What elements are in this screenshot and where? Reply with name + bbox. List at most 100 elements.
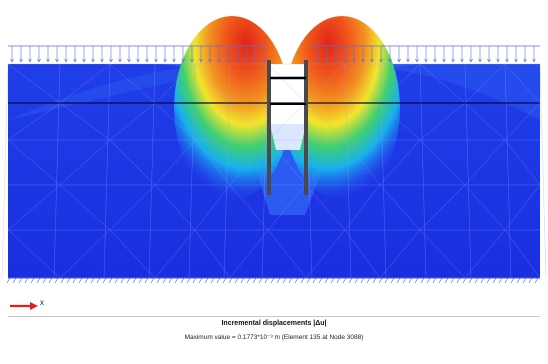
mesh-line xyxy=(344,139,381,186)
fixity-tick xyxy=(6,277,11,284)
load-arrow-head xyxy=(200,58,203,63)
fixity-tick xyxy=(12,277,17,284)
fixity-tick xyxy=(216,277,221,284)
load-arrow-head xyxy=(488,58,491,63)
fixity-tick xyxy=(66,277,71,284)
left-plume xyxy=(174,16,290,200)
load-arrow-head xyxy=(109,58,112,63)
load-arrow-head xyxy=(20,58,23,63)
load-arrow-head xyxy=(47,58,50,63)
mesh-line xyxy=(379,184,421,231)
x-axis-arrow-icon xyxy=(10,302,38,310)
mesh-line xyxy=(504,63,512,279)
mesh-line xyxy=(464,229,506,279)
fixity-tick xyxy=(174,277,179,284)
load-arrow-head xyxy=(317,58,320,63)
fixity-tick xyxy=(474,277,479,284)
load-arrow-head xyxy=(146,58,149,63)
load-arrow-head xyxy=(136,58,139,63)
legend-max-value: Maximum value = 0,1773*10⁻³ m (Element 1… xyxy=(184,334,364,341)
fixity-tick xyxy=(252,277,257,284)
fixity-tick xyxy=(318,277,323,284)
fixity-tick xyxy=(126,277,131,284)
load-arrow-head xyxy=(11,58,14,63)
right-diaphragm-wall xyxy=(304,60,308,195)
load-arrow-head xyxy=(497,58,500,63)
load-arrow-head xyxy=(65,58,68,63)
fixity-tick xyxy=(330,277,335,284)
fixity-tick xyxy=(150,277,155,284)
load-arrow-head xyxy=(164,58,167,63)
load-arrow-head xyxy=(119,58,122,63)
fixity-tick xyxy=(222,277,227,284)
fixity-tick xyxy=(504,277,509,284)
load-arrow-head xyxy=(28,58,31,63)
fixity-tick xyxy=(192,277,197,284)
mesh-line xyxy=(103,63,111,279)
fixity-tick xyxy=(336,277,341,284)
load-arrow-head xyxy=(532,58,535,63)
fixity-tick xyxy=(306,277,311,284)
fixity-tick xyxy=(156,277,161,284)
x-axis-label: x xyxy=(40,298,44,307)
load-arrow-head xyxy=(379,58,382,63)
load-arrow-head xyxy=(172,58,175,63)
load-arrow-head xyxy=(452,58,455,63)
mesh-line xyxy=(504,184,541,231)
mesh-line xyxy=(305,229,346,279)
load-arrow-head xyxy=(244,58,247,63)
mesh-line xyxy=(464,63,472,279)
mesh-line xyxy=(7,229,61,279)
fixity-tick xyxy=(360,277,365,284)
mesh-line xyxy=(344,63,352,279)
mesh-line xyxy=(229,63,269,104)
load-arrow-head xyxy=(443,58,446,63)
mesh-line xyxy=(419,102,466,141)
boundary-fixities xyxy=(6,277,539,284)
fixity-tick xyxy=(282,277,287,284)
mesh-line xyxy=(229,102,269,141)
model-viewport[interactable] xyxy=(0,0,548,296)
mesh-line xyxy=(7,139,61,186)
fixity-tick xyxy=(312,277,317,284)
load-arrow-head xyxy=(416,58,419,63)
load-arrow-head xyxy=(83,58,86,63)
load-arrow-head xyxy=(209,58,212,63)
fixity-tick xyxy=(48,277,53,284)
load-arrow-head xyxy=(460,58,463,63)
load-arrow-head xyxy=(226,58,229,63)
load-arrow-head xyxy=(91,58,94,63)
mesh-line xyxy=(109,184,156,231)
mesh-line xyxy=(504,229,541,279)
mesh-line xyxy=(229,139,269,186)
load-arrow-head xyxy=(425,58,428,63)
fixity-tick xyxy=(168,277,173,284)
mesh-line xyxy=(504,139,541,186)
fixity-tick xyxy=(324,277,329,284)
finite-element-mesh xyxy=(1,63,547,279)
load-arrow-head xyxy=(344,58,347,63)
load-arrow-head xyxy=(163,58,166,63)
fixity-tick xyxy=(162,277,167,284)
load-arrow-head xyxy=(496,58,499,63)
fixity-tick xyxy=(396,277,401,284)
fixity-tick xyxy=(498,277,503,284)
mesh-line xyxy=(109,102,156,141)
load-arrow-head xyxy=(191,58,194,63)
fixity-tick xyxy=(354,277,359,284)
fixity-tick xyxy=(384,277,389,284)
mesh-line xyxy=(419,184,466,231)
load-arrow-head xyxy=(263,58,266,63)
fixity-tick xyxy=(510,277,515,284)
fixity-tick xyxy=(234,277,239,284)
mesh-line xyxy=(267,229,307,279)
fixity-tick xyxy=(294,277,299,284)
mesh-line xyxy=(7,63,61,104)
fixity-tick xyxy=(108,277,113,284)
mesh-line xyxy=(223,63,231,279)
mesh-line xyxy=(419,63,427,279)
load-arrow-head xyxy=(389,58,392,63)
mesh-line xyxy=(419,229,466,279)
load-arrow-head xyxy=(128,58,131,63)
load-arrow-head xyxy=(19,58,22,63)
